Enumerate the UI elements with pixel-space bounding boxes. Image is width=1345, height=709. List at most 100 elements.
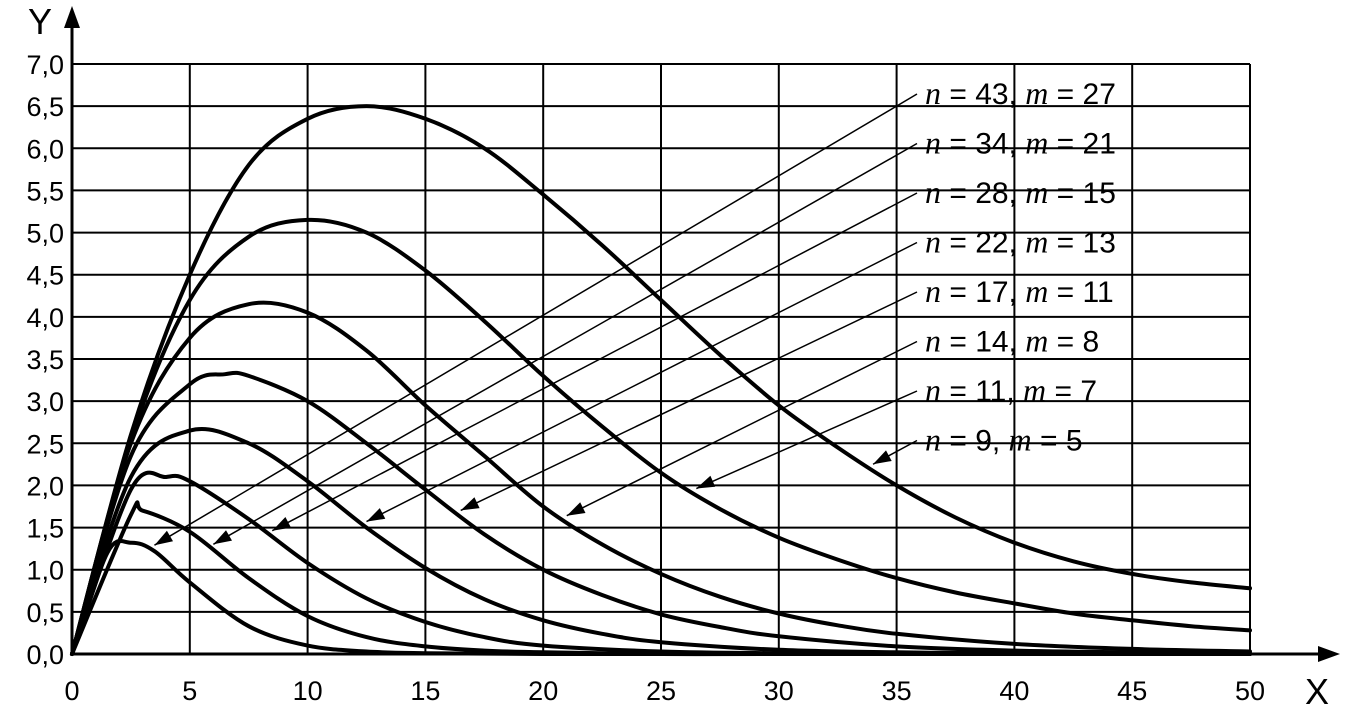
- legend-arrowhead: [213, 530, 232, 545]
- legend-label: n = 28, m = 15: [925, 174, 1116, 210]
- y-tick-label: 3,5: [26, 345, 64, 375]
- legend-var-m: m: [1025, 323, 1048, 359]
- legend-var-n: n: [925, 174, 941, 210]
- legend-entry: n = 11, m = 7: [696, 372, 1097, 490]
- legend-value-m: = 7: [1046, 375, 1097, 408]
- legend-arrowhead: [154, 530, 173, 546]
- legend-entry: n = 17, m = 11: [460, 273, 1114, 512]
- y-tick-label: 2,0: [26, 471, 64, 501]
- y-tick-label: 2,5: [26, 429, 64, 459]
- legend-var-m: m: [1023, 372, 1046, 408]
- y-axis-label: Y: [28, 1, 52, 42]
- x-tick-label: 0: [64, 676, 79, 706]
- x-axis-arrow: [1318, 646, 1340, 662]
- legend-label: n = 9, m = 5: [925, 422, 1083, 458]
- legend-label: n = 34, m = 21: [925, 125, 1116, 161]
- legend-label: n = 11, m = 7: [925, 372, 1097, 408]
- legend-label: n = 14, m = 8: [925, 323, 1099, 359]
- x-tick-labels: 0 5 10 15 20 25 30 35 40 45 50: [64, 676, 1265, 706]
- y-axis-arrow: [64, 6, 80, 28]
- legend-value-n: = 28,: [941, 177, 1025, 210]
- series-line-22-13: [70, 370, 1252, 656]
- legend-value-m: = 15: [1048, 177, 1116, 210]
- y-tick-label: 3,0: [26, 387, 64, 417]
- legend-var-n: n: [925, 125, 941, 161]
- legend-entry: n = 9, m = 5: [872, 422, 1083, 465]
- legend-value-m: = 11: [1048, 276, 1113, 309]
- x-tick-label: 40: [999, 676, 1029, 706]
- series-line-28-15: [70, 300, 1252, 656]
- x-tick-label: 30: [764, 676, 794, 706]
- legend-var-n: n: [925, 372, 941, 408]
- legend-arrowhead: [873, 450, 892, 465]
- legend-entry: n = 22, m = 13: [366, 224, 1116, 523]
- legend-leader-line: [271, 192, 918, 532]
- legend-label: n = 22, m = 13: [925, 224, 1116, 260]
- y-tick-label: 7,0: [26, 50, 64, 80]
- axes: [64, 6, 1340, 662]
- y-tick-labels: 0,0 0,5 1,0 1,5 2,0 2,5 3,0 3,5 4,0 4,5 5,0 5,5 6,0 6…: [26, 50, 64, 670]
- legend-value-m: = 27: [1048, 78, 1116, 111]
- legend-entry: n = 14, m = 8: [566, 323, 1099, 517]
- y-tick-label: 1,0: [26, 556, 64, 586]
- series-line-43-27: [70, 104, 1252, 656]
- x-tick-label: 15: [410, 676, 440, 706]
- legend-value-n: = 34,: [941, 128, 1025, 161]
- y-tick-label: 5,5: [26, 176, 64, 206]
- legend-arrowhead: [366, 508, 386, 522]
- legend-arrowhead: [696, 475, 716, 489]
- legend-var-m: m: [1009, 422, 1032, 458]
- legend-arrowhead: [460, 497, 480, 511]
- legend-var-m: m: [1025, 273, 1048, 309]
- legend-arrowhead: [566, 502, 586, 516]
- legend-leader-line: [696, 390, 918, 490]
- series-line-34-21: [70, 217, 1252, 656]
- legend-value-n: = 22,: [941, 227, 1025, 260]
- y-tick-label: 4,5: [26, 261, 64, 291]
- legend-var-n: n: [925, 75, 941, 111]
- legend-value-m: = 8: [1048, 326, 1099, 359]
- x-tick-label: 5: [182, 676, 197, 706]
- legend-leader-line: [212, 142, 918, 545]
- legend-var-n: n: [925, 422, 941, 458]
- legend-entry: n = 34, m = 21: [212, 125, 1116, 545]
- legend-value-n: = 14,: [941, 326, 1025, 359]
- legend-var-m: m: [1025, 224, 1048, 260]
- legend-value-m: = 5: [1032, 425, 1083, 458]
- legend-value-m: = 21: [1048, 128, 1116, 161]
- y-tick-label: 6,0: [26, 134, 64, 164]
- legend-var-n: n: [925, 273, 941, 309]
- x-axis-label: X: [1305, 671, 1329, 709]
- legend-value-n: = 17,: [941, 276, 1025, 309]
- legend-value-m: = 13: [1048, 227, 1116, 260]
- y-tick-label: 0,5: [26, 598, 64, 628]
- legend-var-m: m: [1025, 174, 1048, 210]
- x-tick-label: 20: [528, 676, 558, 706]
- legend-value-n: = 43,: [941, 78, 1025, 111]
- legend-label: n = 17, m = 11: [925, 273, 1114, 309]
- legend-leader-line: [460, 291, 918, 512]
- legend-value-n: = 11,: [941, 375, 1023, 408]
- y-tick-label: 1,5: [26, 514, 64, 544]
- x-tick-label: 45: [1117, 676, 1147, 706]
- x-tick-label: 25: [646, 676, 676, 706]
- legend-var-m: m: [1025, 125, 1048, 161]
- y-tick-label: 0,0: [26, 640, 64, 670]
- legend-leader-line: [566, 340, 918, 517]
- grid: [72, 63, 1251, 654]
- y-tick-label: 4,0: [26, 303, 64, 333]
- x-tick-label: 50: [1235, 676, 1265, 706]
- y-tick-label: 5,0: [26, 219, 64, 249]
- x-tick-label: 10: [293, 676, 323, 706]
- legend-leader-line: [154, 93, 918, 546]
- legend-var-n: n: [925, 323, 941, 359]
- legend-value-n: = 9,: [941, 425, 1009, 458]
- legend-entry: n = 43, m = 27: [154, 75, 1116, 546]
- y-tick-label: 6,5: [26, 92, 64, 122]
- legend-var-n: n: [925, 224, 941, 260]
- x-tick-label: 35: [882, 676, 912, 706]
- legend-var-m: m: [1025, 75, 1048, 111]
- legend-entry: n = 28, m = 15: [271, 174, 1116, 532]
